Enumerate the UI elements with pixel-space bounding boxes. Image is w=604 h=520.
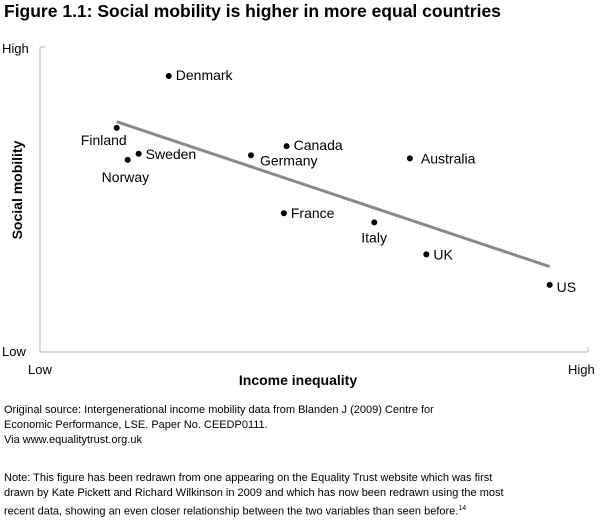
label-australia: Australia	[421, 150, 476, 166]
source-line: Economic Performance, LSE. Paper No. CEE…	[4, 419, 268, 431]
point-finland	[113, 124, 120, 131]
y-tick-low: Low	[2, 344, 26, 359]
point-us	[546, 281, 553, 288]
point-australia	[406, 155, 413, 162]
label-germany: Germany	[260, 152, 318, 168]
note-line-last: recent data, showing an even closer rela…	[4, 501, 600, 520]
y-tick-high: High	[2, 41, 29, 56]
source-notes: Original source: Intergenerational incom…	[4, 403, 600, 448]
label-norway: Norway	[102, 169, 149, 185]
label-italy: Italy	[361, 229, 387, 245]
label-finland: Finland	[81, 132, 127, 148]
y-axis-label: Social mobility	[9, 140, 25, 239]
redraw-note: Note: This figure has been redrawn from …	[4, 471, 600, 520]
x-tick-low: Low	[28, 362, 52, 377]
label-canada: Canada	[294, 137, 343, 153]
point-canada	[283, 143, 290, 150]
note-line: recent data, showing an even closer rela…	[4, 505, 459, 518]
label-france: France	[291, 205, 335, 221]
source-line: Original source: Intergenerational incom…	[4, 404, 434, 416]
note-line: Note: This figure has been redrawn from …	[4, 472, 493, 484]
point-uk	[423, 251, 430, 258]
point-denmark	[165, 72, 172, 79]
point-france	[280, 210, 287, 217]
note-line: drawn by Kate Pickett and Richard Wilkin…	[4, 487, 504, 499]
point-norway	[124, 156, 131, 163]
chart-title: Figure 1.1: Social mobility is higher in…	[4, 1, 501, 21]
x-axis-label: Income inequality	[239, 372, 357, 388]
label-uk: UK	[433, 246, 453, 262]
point-italy	[371, 219, 378, 226]
point-sweden	[135, 150, 142, 157]
trend-line	[116, 120, 551, 269]
footnote-marker: 14	[458, 505, 467, 512]
source-line: Via www.equalitytrust.org.uk	[4, 434, 142, 446]
x-tick-high: High	[568, 362, 595, 377]
label-denmark: Denmark	[176, 67, 234, 83]
label-sweden: Sweden	[146, 146, 197, 162]
point-germany	[247, 152, 254, 159]
label-us: US	[557, 279, 576, 295]
